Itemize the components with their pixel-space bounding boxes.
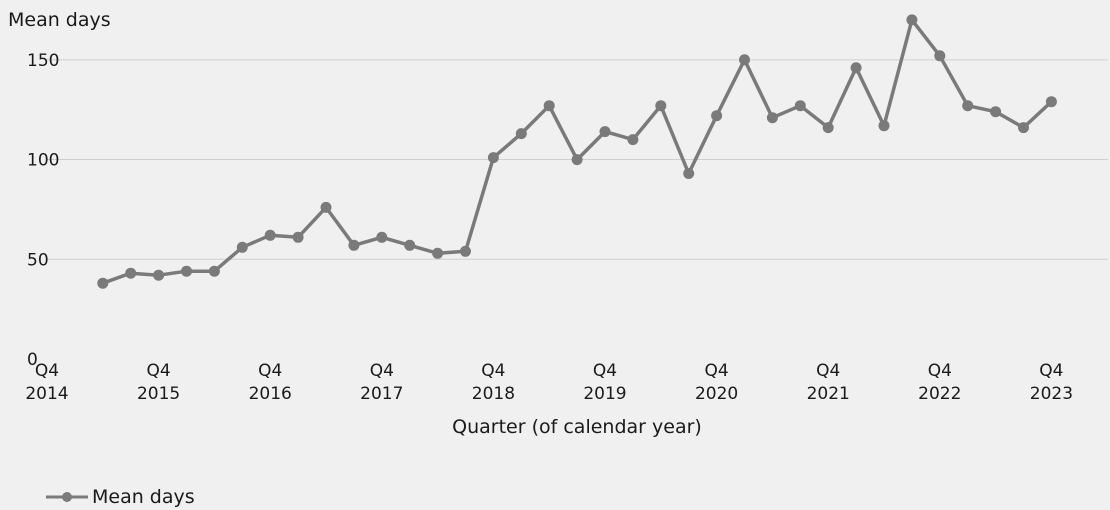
y-tick-label: 50 [27,250,49,270]
x-tick-year: 2016 [249,384,292,404]
data-point [97,277,109,289]
x-tick-quarter: Q4 [35,361,59,381]
data-point [627,134,639,146]
series-group [97,14,1057,289]
data-point [850,62,862,74]
y-tick-label: 150 [27,51,59,71]
x-tick-label: Q4 2017 [360,361,403,404]
legend-swatch [46,492,88,502]
x-tick-quarter: Q4 [816,361,840,381]
x-tick-year: 2017 [360,384,403,404]
data-point [348,239,360,251]
x-tick-labels: Q4 2014 Q4 2015 Q4 2016 Q4 2017 Q4 2018 Q4 2019 Q4 20… [25,361,1073,404]
x-tick-quarter: Q4 [704,361,728,381]
x-tick-label: Q4 2022 [918,361,961,404]
y-tick-label: 0 [27,350,38,370]
data-point [711,110,723,122]
data-point [822,122,834,134]
data-point [264,229,276,241]
y-axis-title: Mean days [8,9,111,31]
data-point [292,231,304,243]
x-tick-label: Q4 2014 [25,361,68,404]
data-point [655,100,667,112]
legend-label: Mean days [92,486,195,508]
data-point [962,100,974,112]
x-tick-label: Q4 2016 [249,361,292,404]
data-point [1018,122,1029,134]
data-point [432,247,444,259]
x-tick-label: Q4 2019 [583,361,626,404]
x-tick-label: Q4 2015 [137,361,180,404]
data-point [934,50,946,62]
data-point [236,241,248,253]
y-tick-labels: 0 50 100 150 [27,51,59,370]
x-tick-label: Q4 2023 [1030,361,1073,404]
data-point [543,100,555,112]
data-point [320,201,332,213]
data-point [153,269,165,281]
x-tick-year: 2023 [1030,384,1073,404]
x-tick-year: 2018 [472,384,515,404]
data-point [1045,96,1057,108]
x-tick-quarter: Q4 [146,361,170,381]
x-tick-year: 2022 [918,384,961,404]
data-point [460,245,471,257]
x-tick-quarter: Q4 [258,361,282,381]
data-point [906,14,918,26]
x-tick-year: 2020 [695,384,738,404]
x-tick-year: 2019 [583,384,626,404]
data-point [599,126,611,138]
x-axis-title: Quarter (of calendar year) [452,416,702,438]
data-point [990,106,1002,118]
data-point [794,100,806,112]
data-point [208,265,220,277]
x-tick-label: Q4 2018 [472,361,515,404]
x-tick-quarter: Q4 [481,361,505,381]
data-point [739,54,750,66]
data-point [515,128,527,140]
legend[interactable]: Mean days [46,486,195,508]
x-tick-quarter: Q4 [928,361,952,381]
x-tick-quarter: Q4 [1039,361,1063,381]
x-tick-quarter: Q4 [370,361,394,381]
data-point [571,154,583,166]
y-tick-label: 100 [27,151,59,171]
x-tick-year: 2014 [25,384,68,404]
x-tick-label: Q4 2021 [807,361,850,404]
x-tick-label: Q4 2020 [695,361,738,404]
data-point [487,152,499,164]
data-point [766,112,778,124]
data-point [878,120,890,132]
x-tick-quarter: Q4 [593,361,617,381]
x-tick-year: 2015 [137,384,180,404]
x-tick-year: 2021 [807,384,850,404]
data-point [683,168,695,179]
data-point [376,231,388,243]
data-point [181,265,192,277]
data-point [404,239,416,251]
data-point [125,267,137,279]
